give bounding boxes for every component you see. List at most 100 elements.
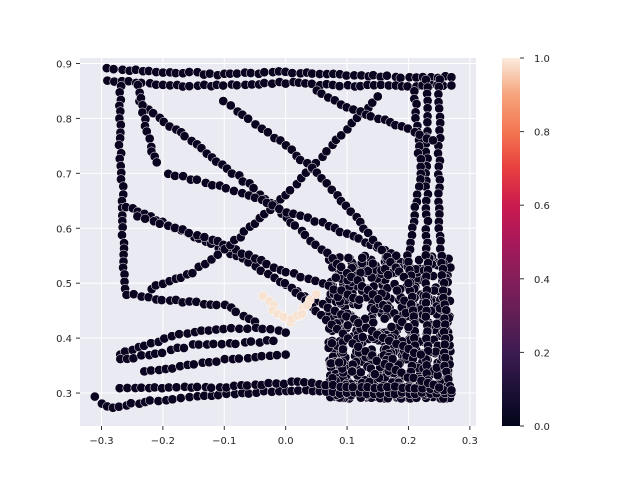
data-point bbox=[382, 303, 393, 314]
data-point bbox=[108, 64, 119, 74]
data-point bbox=[336, 130, 347, 141]
scatter-points bbox=[89, 63, 457, 413]
data-point bbox=[446, 80, 457, 91]
data-point bbox=[263, 127, 273, 138]
data-point bbox=[357, 253, 368, 263]
data-point bbox=[117, 230, 127, 240]
data-point bbox=[382, 70, 392, 81]
data-point bbox=[204, 68, 215, 79]
data-point bbox=[440, 352, 451, 363]
data-point bbox=[183, 228, 194, 238]
colorbar-tick-label: 0.4 bbox=[534, 275, 550, 286]
x-tick-label: 0.0 bbox=[278, 436, 294, 447]
data-point bbox=[211, 356, 222, 367]
data-point bbox=[414, 255, 424, 265]
data-point bbox=[363, 228, 373, 238]
data-point bbox=[179, 343, 189, 353]
y-tick-label: 0.6 bbox=[56, 224, 72, 235]
y-axis-ticks: 0.3 0.4 0.5 0.6 0.7 0.8 0.9 bbox=[56, 59, 80, 400]
data-point bbox=[175, 393, 186, 403]
data-point bbox=[353, 341, 364, 352]
x-tick-label: −0.2 bbox=[151, 436, 175, 447]
data-point bbox=[434, 103, 445, 114]
data-point bbox=[415, 349, 426, 360]
data-point bbox=[248, 183, 259, 194]
data-point bbox=[297, 308, 307, 319]
y-tick-label: 0.8 bbox=[56, 114, 72, 125]
data-point bbox=[367, 258, 378, 269]
data-point bbox=[372, 91, 383, 102]
y-tick-label: 0.4 bbox=[56, 334, 72, 345]
data-point bbox=[146, 365, 156, 376]
data-point bbox=[219, 354, 230, 364]
data-point bbox=[309, 216, 320, 227]
data-point bbox=[392, 285, 402, 296]
data-point bbox=[347, 366, 357, 377]
data-point bbox=[403, 322, 414, 332]
data-point bbox=[423, 216, 433, 226]
data-point bbox=[441, 305, 452, 316]
data-point bbox=[242, 323, 253, 334]
x-tick-label: −0.3 bbox=[89, 436, 113, 447]
data-point bbox=[280, 78, 291, 89]
data-point bbox=[231, 80, 242, 91]
data-point bbox=[140, 213, 151, 224]
data-point bbox=[89, 391, 100, 402]
data-point bbox=[446, 72, 457, 83]
data-point bbox=[431, 318, 442, 329]
data-point bbox=[278, 311, 289, 322]
data-point bbox=[422, 103, 433, 113]
y-tick-label: 0.7 bbox=[56, 169, 72, 180]
data-point bbox=[428, 135, 438, 146]
data-point bbox=[433, 188, 444, 199]
data-point bbox=[403, 278, 414, 289]
data-point bbox=[422, 117, 433, 128]
data-point bbox=[379, 313, 390, 324]
data-point bbox=[289, 220, 300, 231]
data-point bbox=[311, 289, 322, 300]
y-tick-label: 0.3 bbox=[56, 389, 72, 400]
data-point bbox=[232, 68, 242, 79]
data-point bbox=[334, 357, 345, 368]
data-point bbox=[337, 344, 348, 355]
data-point bbox=[420, 311, 431, 322]
data-point bbox=[302, 300, 313, 311]
data-point bbox=[256, 351, 267, 361]
data-point bbox=[221, 183, 231, 194]
data-point bbox=[321, 146, 332, 157]
data-point bbox=[229, 186, 239, 196]
data-point bbox=[411, 99, 422, 109]
data-point bbox=[285, 185, 295, 196]
colorbar bbox=[502, 58, 520, 426]
data-point bbox=[114, 140, 124, 150]
data-point bbox=[386, 322, 397, 332]
data-point bbox=[174, 329, 184, 339]
data-point bbox=[446, 385, 457, 396]
data-point bbox=[242, 380, 252, 391]
x-tick-label: 0.3 bbox=[462, 436, 478, 447]
data-point bbox=[295, 272, 306, 282]
data-point bbox=[167, 394, 178, 405]
data-point bbox=[280, 267, 291, 278]
data-point bbox=[439, 339, 450, 350]
data-point bbox=[193, 339, 204, 350]
x-tick-label: 0.1 bbox=[339, 436, 355, 447]
y-tick-label: 0.5 bbox=[56, 279, 72, 290]
data-point bbox=[148, 108, 158, 119]
data-point bbox=[345, 206, 356, 217]
data-point bbox=[225, 100, 236, 111]
data-point bbox=[234, 353, 244, 364]
data-point bbox=[118, 181, 129, 192]
data-point bbox=[272, 350, 282, 360]
data-point bbox=[188, 359, 199, 370]
data-point bbox=[376, 245, 387, 255]
data-point bbox=[226, 323, 236, 334]
data-point bbox=[212, 249, 223, 260]
data-point bbox=[369, 369, 380, 380]
data-point bbox=[144, 395, 155, 406]
x-axis-ticks: −0.3 −0.2 −0.1 0.0 0.1 0.2 0.3 bbox=[89, 426, 478, 447]
data-point bbox=[321, 178, 332, 189]
data-point bbox=[357, 332, 368, 342]
data-point bbox=[243, 113, 253, 124]
